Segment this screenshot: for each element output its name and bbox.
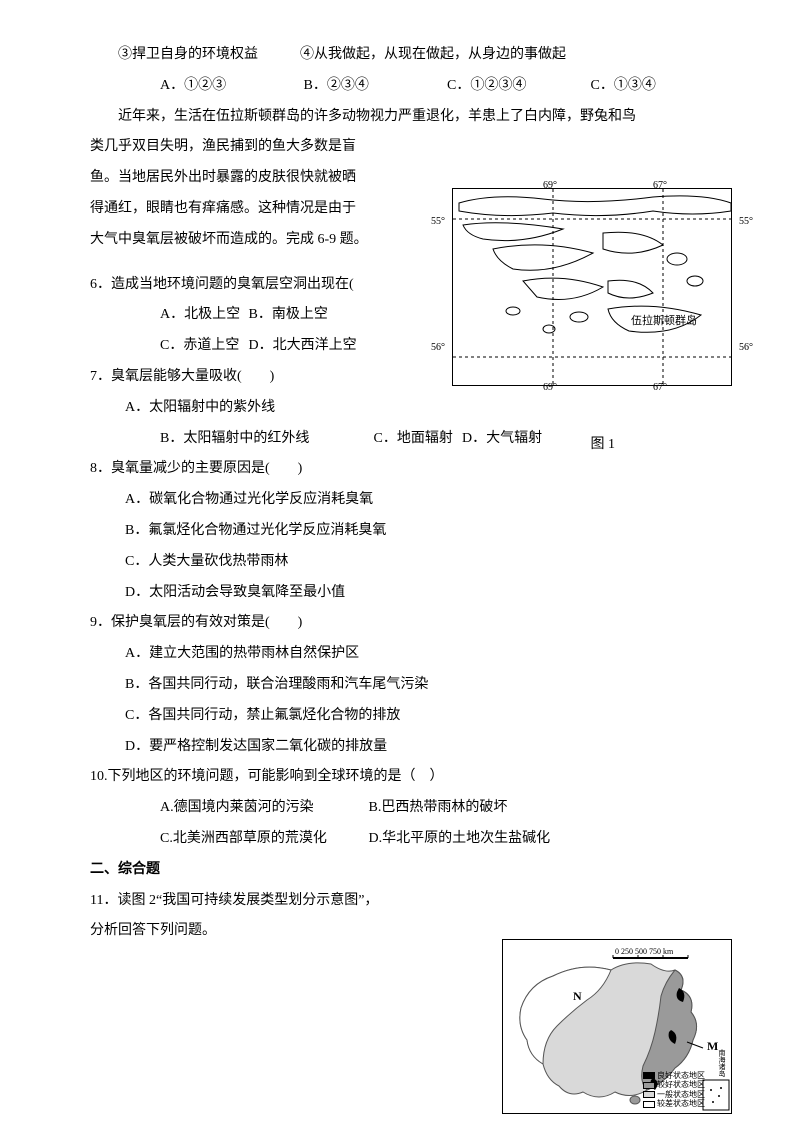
opt-c: C．地面辐射 [339,424,459,455]
q8-opt-c: C．人类大量砍伐热带雨林 [90,547,730,578]
legend-label: 较差状态地区 [657,1099,705,1109]
q10-opts-row: A.德国境内莱茵河的污染 B.巴西热带雨林的破坏 [90,793,730,824]
lat-tick: 55° [431,211,445,233]
passage-line: 近年来，生活在伍拉斯顿群岛的许多动物视力严重退化，羊患上了白内障，野兔和鸟 [90,102,730,133]
figure-2-legend: 良好状态地区 较好状态地区 一般状态地区 较差状态地区 [643,1071,705,1109]
opt-b: B.巴西热带雨林的破坏 [369,800,508,815]
q10-opts-row: C.北美洲西部草原的荒漠化 D.华北平原的土地次生盐碱化 [90,824,730,855]
opt-b: B．太阳辐射中的红外线 [125,424,335,455]
opt-a: A.德国境内莱茵河的污染 [125,793,365,824]
legend-item: 较差状态地区 [643,1099,705,1109]
scale-label: 0 250 500 750 km [615,947,674,956]
legend-label: 一般状态地区 [657,1090,705,1100]
q9-stem: 9．保护臭氧层的有效对策是( ) [90,608,730,639]
opt-b: B．南极上空 [249,307,328,322]
opt-c: C．①②③④ [412,71,552,102]
lat-tick: 55° [739,211,753,233]
q8-stem: 8．臭氧量减少的主要原因是( ) [90,454,730,485]
map-svg [453,189,733,387]
opt-d: D.华北平原的土地次生盐碱化 [369,831,551,846]
legend-swatch [643,1101,655,1108]
q10-stem: 10.下列地区的环境问题，可能影响到全球环境的是（ ） [90,762,730,793]
south-sea-label: 南海诸岛 [714,1049,729,1077]
opt-c: C.北美洲西部草原的荒漠化 [125,824,365,855]
opt-b: B．②③④ [269,71,409,102]
svg-text:N: N [573,989,582,1003]
legend-item: 较好状态地区 [643,1080,705,1090]
legend-item: 一般状态地区 [643,1090,705,1100]
opt-d: C．①③④ [556,71,656,102]
legend-label: 良好状态地区 [657,1071,705,1081]
legend-label: 较好状态地区 [657,1080,705,1090]
stem-fragment: ③捍卫自身的环境权益 ④从我做起，从现在做起，从身边的事做起 [90,40,730,71]
opt-a: A．北极上空 [125,300,245,331]
figure-1-caption: 图 1 [591,430,616,461]
opt-d: D．北大西洋上空 [249,338,357,353]
lat-tick: 56° [431,337,445,359]
opt-a: A．①②③ [125,71,265,102]
passage-line: 类几乎双目失明，渔民捕到的鱼大多数是盲 [90,132,435,163]
legend-swatch [643,1072,655,1079]
passage-line: 大气中臭氧层被破坏而造成的。完成 6-9 题。 [90,225,435,256]
q8-opt-d: D．太阳活动会导致臭氧降至最小值 [90,578,730,609]
q5-options: A．①②③ B．②③④ C．①②③④ C．①③④ [90,71,730,102]
passage-line: 得通红，眼睛也有痒痛感。这种情况是由于 [90,194,435,225]
q9-opt-c: C．各国共同行动，禁止氟氯烃化合物的排放 [90,701,730,732]
island-label: 伍拉斯顿群岛 [631,309,697,333]
figure-2-china-map: 0 250 500 750 km N M 南海诸岛 良好状态地区 较好状态地区 … [502,939,732,1114]
q11-stem: 11．读图 2“我国可持续发展类型划分示意图”， [90,886,460,917]
legend-swatch [643,1082,655,1089]
q9-opt-d: D．要严格控制发达国家二氧化碳的排放量 [90,732,730,763]
q8-opt-b: B．氟氯烃化合物通过光化学反应消耗臭氧 [90,516,730,547]
q8-opt-a: A．碳氧化合物通过光化学反应消耗臭氧 [90,485,730,516]
q9-opt-b: B．各国共同行动，联合治理酸雨和汽车尾气污染 [90,670,730,701]
opt-d: D．大气辐射 [462,431,542,446]
q11-stem2: 分析回答下列问题。 [90,916,460,947]
q9-opt-a: A．建立大范围的热带雨林自然保护区 [90,639,730,670]
opt-c: C．赤道上空 [125,331,245,362]
passage-line: 鱼。当地居民外出时暴露的皮肤很快就被晒 [90,163,435,194]
section-2-title: 二、综合题 [90,855,730,886]
q7-opt-a: A．太阳辐射中的紫外线 [90,393,730,424]
lat-tick: 56° [739,337,753,359]
figure-1-map: 69° 67° 69° 67° 55° 55° 56° 56° 伍拉斯顿群岛 [452,188,732,386]
legend-swatch [643,1091,655,1098]
legend-item: 良好状态地区 [643,1071,705,1081]
q7-opts-row: B．太阳辐射中的红外线 C．地面辐射 D．大气辐射 [90,424,730,455]
